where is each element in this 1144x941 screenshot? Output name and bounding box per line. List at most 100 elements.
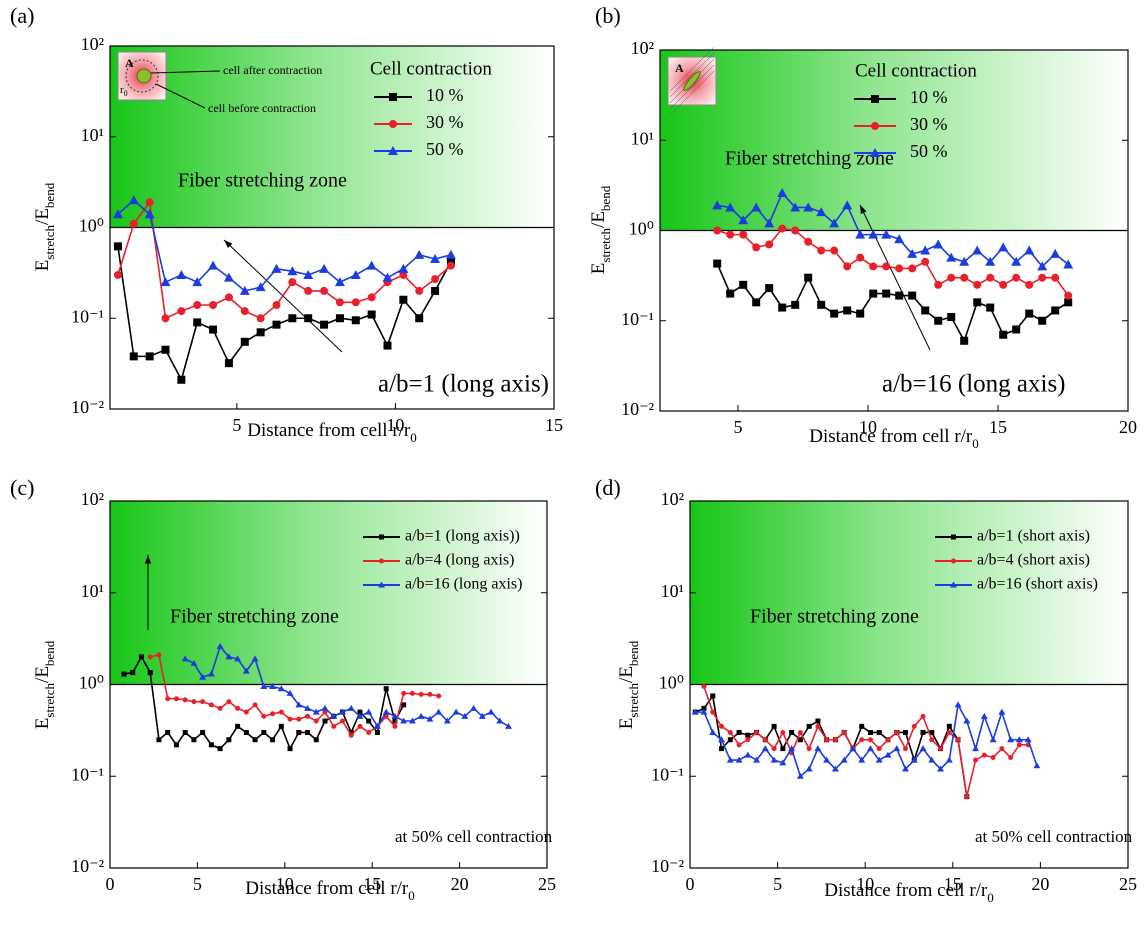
data-point xyxy=(709,728,717,735)
x-axis-label-part: Distance from cell r/r xyxy=(247,420,411,441)
data-point xyxy=(1064,291,1073,300)
stretching-zone xyxy=(660,50,1128,231)
data-point xyxy=(745,737,751,743)
y-axis-label-part: stretch xyxy=(598,227,613,262)
data-point xyxy=(1007,736,1015,743)
data-point xyxy=(287,266,298,276)
data-point xyxy=(928,756,936,763)
data-point xyxy=(278,723,284,729)
data-point xyxy=(831,765,839,772)
data-point xyxy=(161,314,170,323)
arrow-head xyxy=(144,555,152,564)
data-point xyxy=(701,684,707,690)
data-point xyxy=(735,756,743,763)
data-point xyxy=(710,709,716,715)
data-point xyxy=(415,286,424,295)
zone-label: Fiber stretching zone xyxy=(170,606,339,628)
data-point xyxy=(832,737,838,743)
data-point xyxy=(753,756,761,763)
legend-title: Cell contraction xyxy=(370,58,492,79)
data-point xyxy=(272,320,281,329)
data-point xyxy=(908,291,917,300)
y-axis-label-part: /E xyxy=(588,211,609,228)
data-point xyxy=(986,303,995,312)
y-tick-label: 10⁰ xyxy=(79,673,104,693)
data-point xyxy=(277,685,285,692)
data-point xyxy=(270,711,276,717)
x-tick-label: 15 xyxy=(545,415,563,435)
data-point xyxy=(392,718,398,724)
data-point xyxy=(129,219,138,228)
data-point xyxy=(902,746,908,752)
data-point xyxy=(947,273,956,282)
data-point xyxy=(985,256,996,266)
data-point xyxy=(182,729,188,735)
data-point xyxy=(173,742,179,748)
x-axis-label-part: 0 xyxy=(410,430,417,445)
x-tick-label: 25 xyxy=(1119,874,1137,894)
inset-pointer xyxy=(150,70,221,74)
y-axis-label: Estretch/Ebend xyxy=(32,640,57,729)
y-axis-label: Estretch/Ebend xyxy=(588,185,613,274)
data-point xyxy=(261,729,267,735)
data-point xyxy=(823,756,831,763)
data-point xyxy=(367,310,376,319)
data-point xyxy=(1011,256,1022,266)
data-point xyxy=(461,712,469,719)
data-point xyxy=(803,202,814,212)
y-tick-label: 10⁻² xyxy=(621,399,654,419)
data-point xyxy=(382,708,390,715)
x-axis-label: Distance from cell r/r0 xyxy=(809,426,979,451)
data-point xyxy=(945,756,953,763)
data-point xyxy=(946,729,952,735)
legend-label: a/b=1 (long axis)) xyxy=(405,528,520,545)
data-point xyxy=(804,273,813,282)
data-point xyxy=(234,655,242,662)
data-point xyxy=(829,218,840,228)
data-point xyxy=(830,309,839,318)
data-point xyxy=(876,746,882,752)
y-tick-label: 10² xyxy=(631,38,654,58)
data-point xyxy=(884,751,892,758)
inset-label: A xyxy=(125,56,134,70)
data-point xyxy=(287,716,293,722)
data-point xyxy=(817,246,826,255)
inset-radius-part: r xyxy=(120,84,124,96)
data-point xyxy=(173,696,179,702)
data-point xyxy=(762,737,768,743)
y-tick-label: 10⁰ xyxy=(79,216,104,236)
data-point xyxy=(408,717,416,724)
data-point xyxy=(1037,261,1048,271)
y-axis-label-part: E xyxy=(32,260,53,272)
data-point xyxy=(972,245,983,255)
data-point xyxy=(960,273,969,282)
data-point xyxy=(963,717,971,724)
data-point xyxy=(223,272,234,282)
data-point xyxy=(348,729,354,735)
legend-marker xyxy=(379,558,384,564)
data-point xyxy=(739,280,748,289)
data-point xyxy=(260,683,268,690)
data-point xyxy=(981,752,987,758)
x-tick-label: 15 xyxy=(989,417,1007,437)
data-point xyxy=(435,708,443,715)
data-point xyxy=(366,260,377,270)
data-point xyxy=(208,702,214,708)
data-point xyxy=(999,280,1008,289)
data-point xyxy=(193,318,202,327)
data-point xyxy=(805,765,813,772)
data-point xyxy=(261,713,267,719)
data-point xyxy=(374,729,380,735)
data-point xyxy=(367,293,376,302)
data-point xyxy=(399,295,408,304)
legend-marker xyxy=(378,581,385,588)
data-point xyxy=(199,673,207,680)
data-point xyxy=(841,729,847,735)
x-tick-label: 5 xyxy=(232,415,241,435)
data-point xyxy=(304,314,313,323)
x-tick-label: 25 xyxy=(538,874,556,894)
data-point xyxy=(147,670,153,676)
x-axis-label-part: Distance from cell r/r xyxy=(824,880,988,901)
data-point xyxy=(255,282,266,292)
data-point xyxy=(934,316,943,325)
